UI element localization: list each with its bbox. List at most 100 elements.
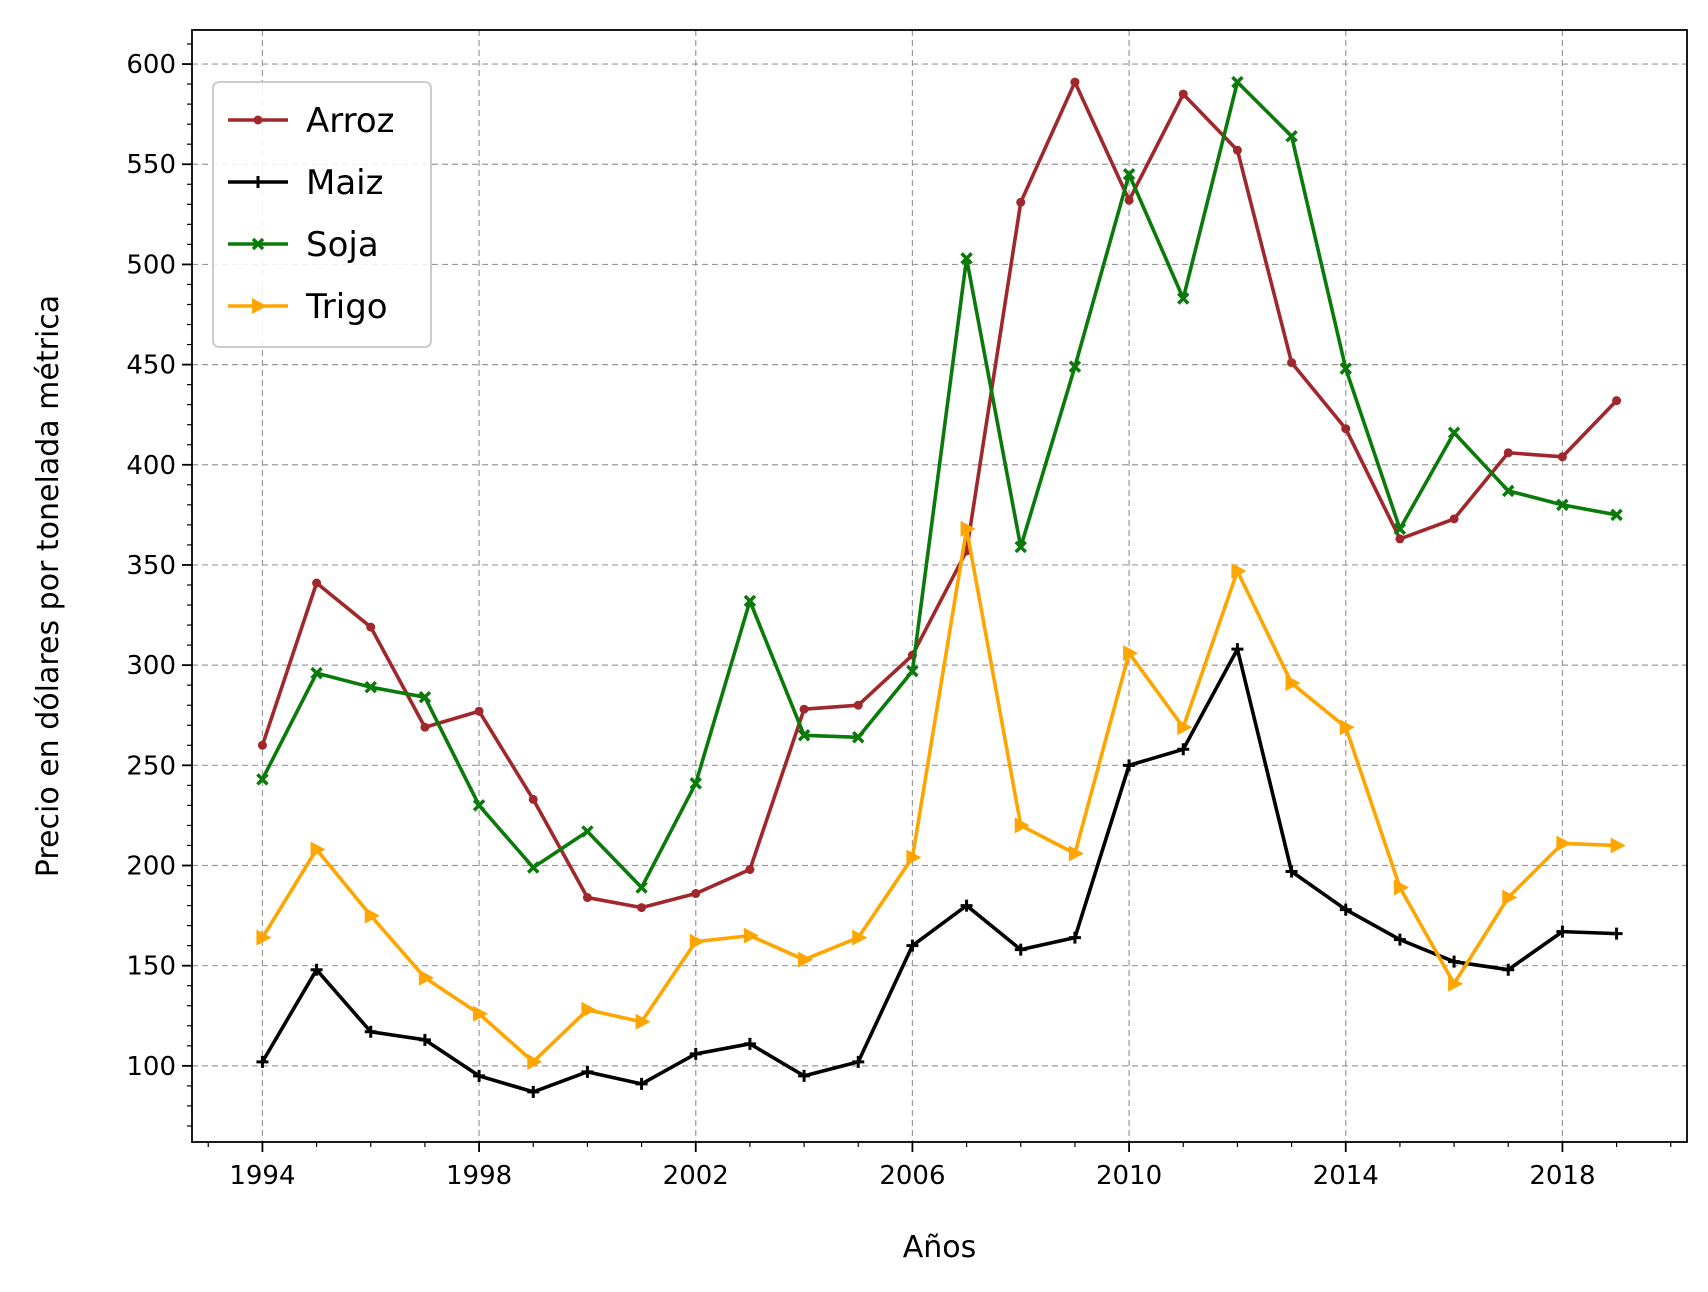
data-point — [689, 777, 702, 790]
data-point — [528, 794, 538, 804]
data-point — [420, 722, 430, 732]
series-line — [260, 80, 1618, 910]
legend-label: Arroz — [306, 101, 395, 141]
legend-entry-trigo: Trigo — [228, 287, 388, 327]
data-point — [256, 1055, 269, 1068]
legend-entry-soja: Soja — [228, 225, 379, 265]
legend-box — [212, 81, 432, 348]
x-tick-label: 2010 — [1096, 1161, 1162, 1191]
data-point — [310, 841, 326, 858]
data-point — [1610, 927, 1623, 940]
data-point — [1556, 835, 1572, 852]
data-point — [527, 1053, 543, 1070]
data-point — [1123, 759, 1136, 772]
data-point — [1231, 562, 1247, 579]
y-tick-label: 400 — [126, 451, 176, 481]
x-tick-label: 2014 — [1313, 1161, 1379, 1191]
y-tick-label: 500 — [126, 250, 176, 280]
data-point — [852, 731, 865, 744]
y-tick-label: 550 — [126, 150, 176, 180]
series-line — [260, 80, 1617, 890]
x-tick-label: 1994 — [229, 1161, 295, 1191]
x-tick-label: 1998 — [446, 1161, 512, 1191]
data-point — [581, 1001, 597, 1018]
series-maiz — [256, 643, 1623, 1098]
data-point — [1502, 963, 1515, 976]
data-point — [745, 865, 755, 875]
data-point — [798, 1069, 811, 1082]
data-point — [1285, 129, 1298, 143]
data-point — [635, 881, 648, 894]
data-point — [743, 927, 759, 944]
data-point — [256, 773, 269, 786]
data-point — [1395, 534, 1405, 544]
data-point — [1177, 743, 1190, 756]
data-point — [473, 1069, 486, 1082]
data-point — [474, 706, 484, 716]
data-point — [472, 799, 486, 812]
data-point — [257, 740, 267, 750]
data-point — [1393, 879, 1409, 896]
data-point — [364, 1025, 377, 1038]
data-point — [1016, 197, 1026, 207]
legend-entry-maiz: Maiz — [228, 163, 383, 203]
data-point — [252, 298, 267, 314]
data-point — [689, 933, 705, 950]
data-point — [798, 951, 814, 968]
axis-ticks: 1994 1998 2002 2006 2010 2014 2018 100 150 200 250… — [126, 43, 1672, 1191]
data-point — [1177, 292, 1190, 305]
data-point — [1448, 955, 1461, 968]
data-point — [637, 903, 647, 913]
data-point — [418, 1033, 431, 1046]
data-point — [691, 889, 701, 899]
data-point — [635, 1013, 651, 1030]
data-point — [418, 690, 432, 704]
data-point — [581, 1065, 594, 1078]
data-point — [853, 700, 863, 710]
data-point — [906, 939, 919, 952]
data-point — [635, 1077, 648, 1090]
data-point — [418, 969, 434, 986]
data-point — [527, 861, 540, 874]
data-point — [1557, 452, 1567, 462]
y-tick-label: 150 — [126, 952, 176, 982]
data-point — [1232, 145, 1242, 155]
data-point — [906, 664, 919, 678]
data-point — [1556, 925, 1569, 938]
data-point — [1122, 168, 1136, 181]
data-point — [582, 893, 592, 903]
series-trigo — [256, 520, 1626, 1070]
data-point — [1341, 424, 1351, 434]
data-point — [797, 729, 811, 742]
data-point — [1231, 75, 1244, 89]
data-point — [1393, 522, 1407, 536]
data-point — [310, 666, 323, 680]
data-point — [1070, 77, 1080, 87]
data-point — [364, 907, 380, 924]
y-tick-label: 350 — [126, 551, 176, 581]
data-point — [1178, 89, 1188, 99]
data-point — [960, 252, 973, 265]
data-point — [1014, 540, 1027, 554]
data-point — [852, 929, 868, 946]
y-tick-label: 100 — [126, 1052, 176, 1082]
series-line — [260, 527, 1617, 1064]
data-point — [473, 1005, 489, 1022]
data-point — [1123, 645, 1139, 662]
data-point — [581, 825, 594, 838]
x-tick-label: 2006 — [879, 1161, 945, 1191]
y-tick-label: 250 — [126, 751, 176, 781]
data-point — [906, 849, 922, 866]
data-point — [1502, 889, 1518, 906]
data-point — [310, 963, 323, 976]
data-point — [1177, 719, 1193, 736]
plot-area-frame — [191, 29, 1688, 1143]
x-tick-label: 2002 — [663, 1161, 729, 1191]
y-tick-label: 300 — [126, 651, 176, 681]
data-point — [364, 680, 377, 694]
data-point — [1068, 360, 1082, 373]
data-point — [743, 594, 757, 608]
y-tick-label: 450 — [126, 351, 176, 381]
data-point — [1068, 845, 1084, 862]
